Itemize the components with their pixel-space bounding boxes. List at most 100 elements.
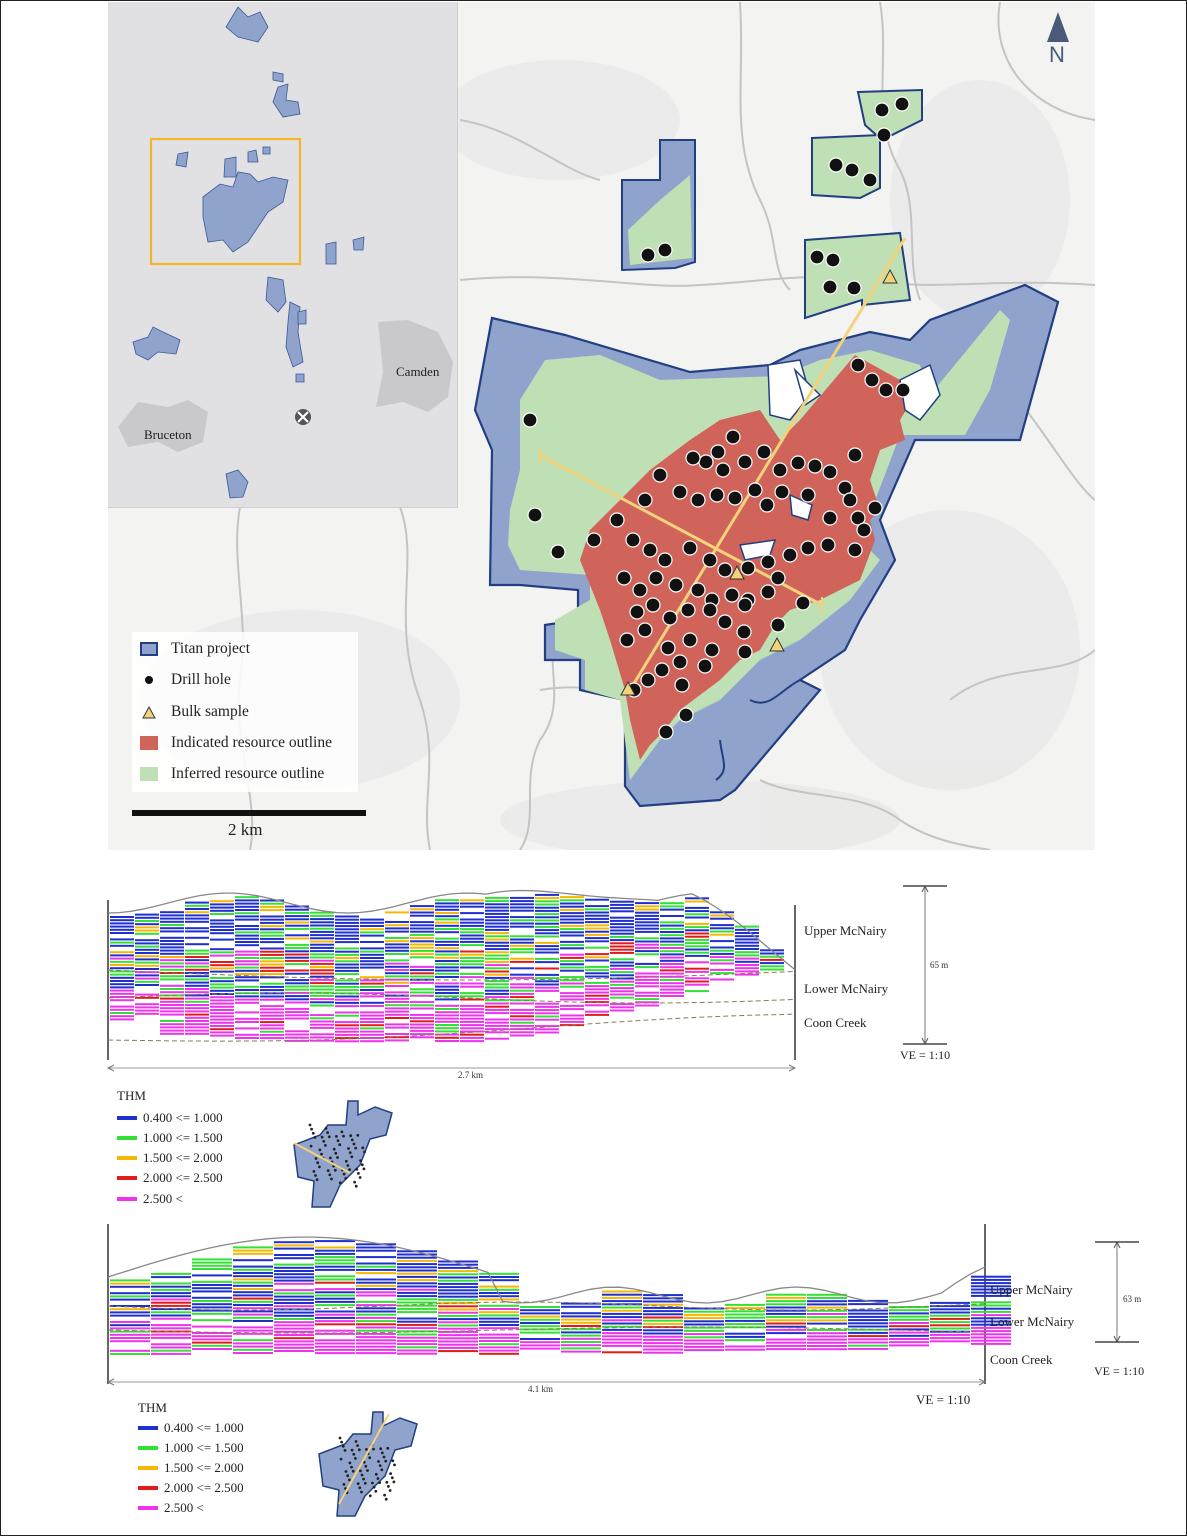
drill-hole-marker (662, 610, 678, 626)
legend-swatch-project (140, 642, 158, 656)
drill-hole-marker (678, 707, 694, 723)
thm-legend-1-item: 1.500 <= 2.000 (117, 1150, 223, 1166)
legend-swatch-indicated (140, 736, 158, 750)
drill-hole-marker (522, 412, 538, 428)
drill-hole-marker (874, 102, 890, 118)
drill-hole-marker (619, 632, 635, 648)
section-1-locator (280, 1095, 400, 1218)
drill-hole-marker (702, 602, 718, 618)
thm-swatch (138, 1446, 158, 1450)
drill-hole-marker (657, 242, 673, 258)
inset-map[interactable]: Camden Bruceton (108, 2, 458, 508)
drill-hole-marker (822, 510, 838, 526)
section-1-layer-upper: Upper McNairy (804, 923, 887, 938)
drill-hole-marker (895, 382, 911, 398)
thm-legend-2-item: 2.500 < (138, 1500, 204, 1516)
section-1-ve: VE = 1:10 (900, 1048, 951, 1062)
cross-section-1: Upper McNairy Lower McNairy Coon Creek 6… (0, 870, 1187, 1090)
drill-hole-marker (637, 622, 653, 638)
inset-extent-box (149, 137, 302, 266)
drill-hole-marker (737, 644, 753, 660)
drill-hole-marker (657, 552, 673, 568)
drill-hole-marker (894, 96, 910, 112)
drill-hole-marker (844, 162, 860, 178)
legend-swatch-inferred (140, 767, 158, 781)
drill-hole-marker (795, 595, 811, 611)
drill-hole-marker (717, 562, 733, 578)
drill-hole-marker (710, 444, 726, 460)
thm-legend-1-item: 2.500 < (117, 1191, 183, 1207)
locator-1-canvas (293, 1100, 393, 1208)
drill-hole-marker (850, 357, 866, 373)
drill-hole-marker (862, 172, 878, 188)
drill-hole-marker (680, 602, 696, 618)
drill-hole-marker (737, 454, 753, 470)
drill-hole-marker (715, 462, 731, 478)
drill-hole-marker (807, 458, 823, 474)
section-2-ve: VE = 1:10 (1094, 1364, 1145, 1378)
drill-hole-marker (685, 450, 701, 466)
bulk-samples (620, 268, 898, 696)
drill-hole-marker (640, 247, 656, 263)
drill-hole-marker (702, 552, 718, 568)
thm-legend-2-item: 1.000 <= 1.500 (138, 1440, 244, 1456)
drill-hole-marker (609, 512, 625, 528)
drill-hole-marker (782, 547, 798, 563)
section-1-length: 2.7 km (458, 1070, 484, 1080)
drill-hole-marker (690, 582, 706, 598)
drill-hole-marker (637, 492, 653, 508)
north-arrow: N (1045, 10, 1071, 70)
drill-hole-marker (876, 127, 892, 143)
cross-section-2: Upper McNairy Lower McNairy Coon Creek 6… (0, 1218, 1187, 1408)
drill-hole-marker (724, 587, 740, 603)
drill-hole-marker (847, 542, 863, 558)
section-2-layer-lower: Lower McNairy (990, 1314, 1075, 1329)
drill-hole-marker (756, 444, 772, 460)
drill-hole-marker (645, 597, 661, 613)
thm-legend-2-title: THM (138, 1400, 167, 1415)
drill-hole-marker (774, 484, 790, 500)
drill-holes (522, 96, 911, 740)
drill-hole-marker (616, 570, 632, 586)
drill-hole-marker (727, 490, 743, 506)
legend-item-project: Titan project (140, 638, 250, 660)
section-1-layer-lower: Lower McNairy (804, 981, 889, 996)
drill-hole-marker (736, 624, 752, 640)
drill-hole-marker (820, 537, 836, 553)
thm-legend-2-item: 1.500 <= 2.000 (138, 1460, 244, 1476)
drill-hole-marker (747, 482, 763, 498)
drill-hole-marker (770, 617, 786, 633)
thm-legend-1-item: 2.000 <= 2.500 (117, 1170, 223, 1186)
drill-hole-marker (864, 372, 880, 388)
drill-hole-marker (697, 658, 713, 674)
drill-hole-marker (825, 252, 841, 268)
drill-hole-marker (822, 464, 838, 480)
drill-hole-marker (800, 540, 816, 556)
drill-hole-marker (770, 570, 786, 586)
drill-hole-marker (698, 454, 714, 470)
drill-hole-icon (140, 673, 158, 687)
thm-legend-2-item: 2.000 <= 2.500 (138, 1480, 244, 1496)
drill-hole-marker (847, 447, 863, 463)
thm-swatch (117, 1197, 137, 1201)
drill-hole-marker (846, 280, 862, 296)
drill-hole-marker (668, 577, 684, 593)
drill-hole-marker (709, 487, 725, 503)
scale-bar (132, 810, 366, 816)
section-1-vertical-scale: 65 m (930, 960, 949, 970)
drill-hole-marker (800, 487, 816, 503)
map-legend: Titan project Drill hole Bulk sample Ind… (132, 632, 358, 792)
drill-hole-marker (586, 532, 602, 548)
drill-hole-marker (527, 507, 543, 523)
drill-hole-marker (654, 662, 670, 678)
section-1-canvas (106, 884, 947, 1072)
thm-swatch (117, 1136, 137, 1140)
drill-hole-marker (642, 542, 658, 558)
drill-hole-marker (760, 554, 776, 570)
drill-hole-marker (737, 597, 753, 613)
drill-hole-marker (704, 642, 720, 658)
legend-item-inferred: Inferred resource outline (140, 763, 324, 785)
section-2-canvas (106, 1224, 1139, 1386)
drill-hole-marker (660, 640, 676, 656)
thm-legend-1-title: THM (117, 1088, 146, 1103)
